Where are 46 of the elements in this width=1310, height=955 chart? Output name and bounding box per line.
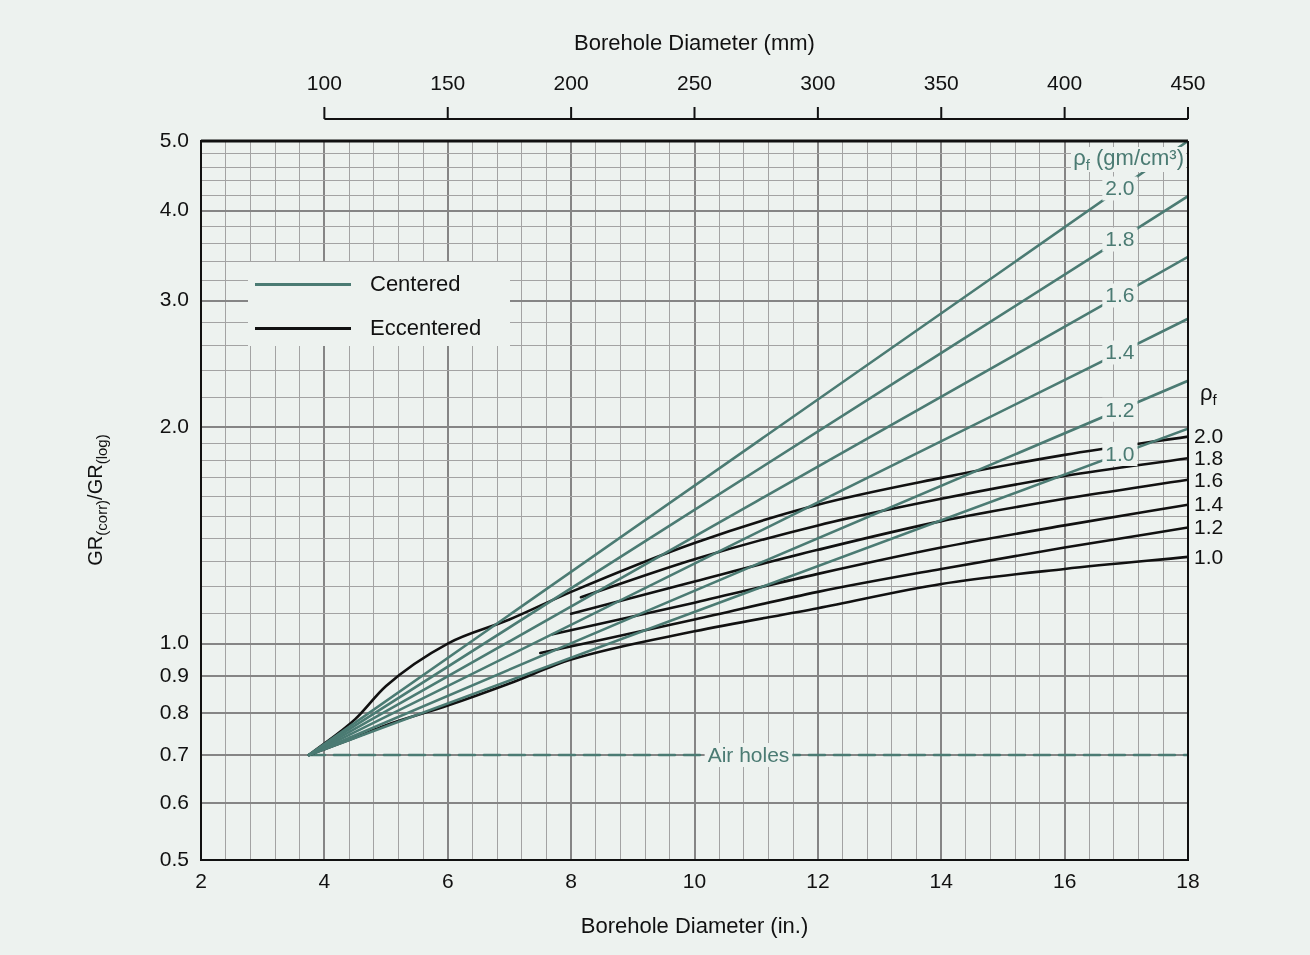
series-label: 1.6 bbox=[1105, 283, 1135, 307]
annotation: Eccentered bbox=[370, 315, 482, 340]
x-tick-label: 14 bbox=[929, 869, 954, 893]
text: ρ$_{f}$ bbox=[1200, 380, 1217, 408]
x-tick-label: 8 bbox=[565, 869, 577, 893]
series-label: 2.0 bbox=[1105, 176, 1135, 200]
x2-axis-title: Borehole Diameter (mm) bbox=[574, 30, 815, 55]
series-label: 1.0 bbox=[1105, 441, 1135, 465]
y-tick-label: 3.0 bbox=[159, 287, 189, 311]
series-label: 1.0 bbox=[1194, 544, 1224, 568]
x-tick-label: 4 bbox=[318, 869, 331, 893]
y-tick-label: 4.0 bbox=[159, 197, 189, 221]
series-label: 1.6 bbox=[1194, 467, 1224, 491]
x2-tick-label: 100 bbox=[306, 71, 342, 95]
series-label: 1.2 bbox=[1194, 515, 1224, 539]
series-label: 1.2 bbox=[1105, 397, 1135, 421]
y-tick-label: 0.7 bbox=[159, 741, 189, 765]
y-tick-label: 0.8 bbox=[159, 700, 189, 724]
y-tick-label: 0.5 bbox=[159, 846, 189, 870]
y-tick-label: 0.6 bbox=[159, 789, 189, 813]
y-tick-label: 1.0 bbox=[159, 630, 189, 654]
x-tick-label: 2 bbox=[195, 869, 207, 893]
annotation: Centered bbox=[370, 271, 461, 296]
series-label: 1.4 bbox=[1194, 492, 1224, 516]
series-label: 1.4 bbox=[1105, 340, 1135, 364]
y-tick-label: 0.9 bbox=[159, 663, 189, 687]
x2-tick-label: 300 bbox=[800, 71, 836, 95]
x2-tick-label: 150 bbox=[430, 71, 466, 95]
x-tick-label: 18 bbox=[1176, 869, 1200, 893]
x-tick-label: 16 bbox=[1052, 869, 1077, 893]
series-label: 1.8 bbox=[1105, 227, 1135, 251]
series-label: 1.8 bbox=[1194, 446, 1224, 470]
x-tick-label: 6 bbox=[441, 869, 454, 893]
x2-tick-label: 250 bbox=[676, 71, 713, 95]
series-label: Air holes bbox=[707, 742, 790, 766]
x2-tick-label: 350 bbox=[923, 71, 959, 95]
x2-tick-label: 450 bbox=[1170, 71, 1206, 95]
x-tick-label: 12 bbox=[806, 869, 830, 893]
annotation: ρ$_{f}$ (gm/cm³) bbox=[1071, 145, 1186, 173]
series-label: 2.0 bbox=[1194, 424, 1224, 448]
x-tick-label: 10 bbox=[682, 869, 707, 893]
x2-tick-label: 400 bbox=[1047, 71, 1083, 95]
y-tick-label: 5.0 bbox=[159, 127, 189, 151]
x2-tick-label: 200 bbox=[553, 71, 589, 95]
y-tick-label: 2.0 bbox=[159, 413, 189, 437]
x-axis-title: Borehole Diameter (in.) bbox=[580, 913, 809, 938]
